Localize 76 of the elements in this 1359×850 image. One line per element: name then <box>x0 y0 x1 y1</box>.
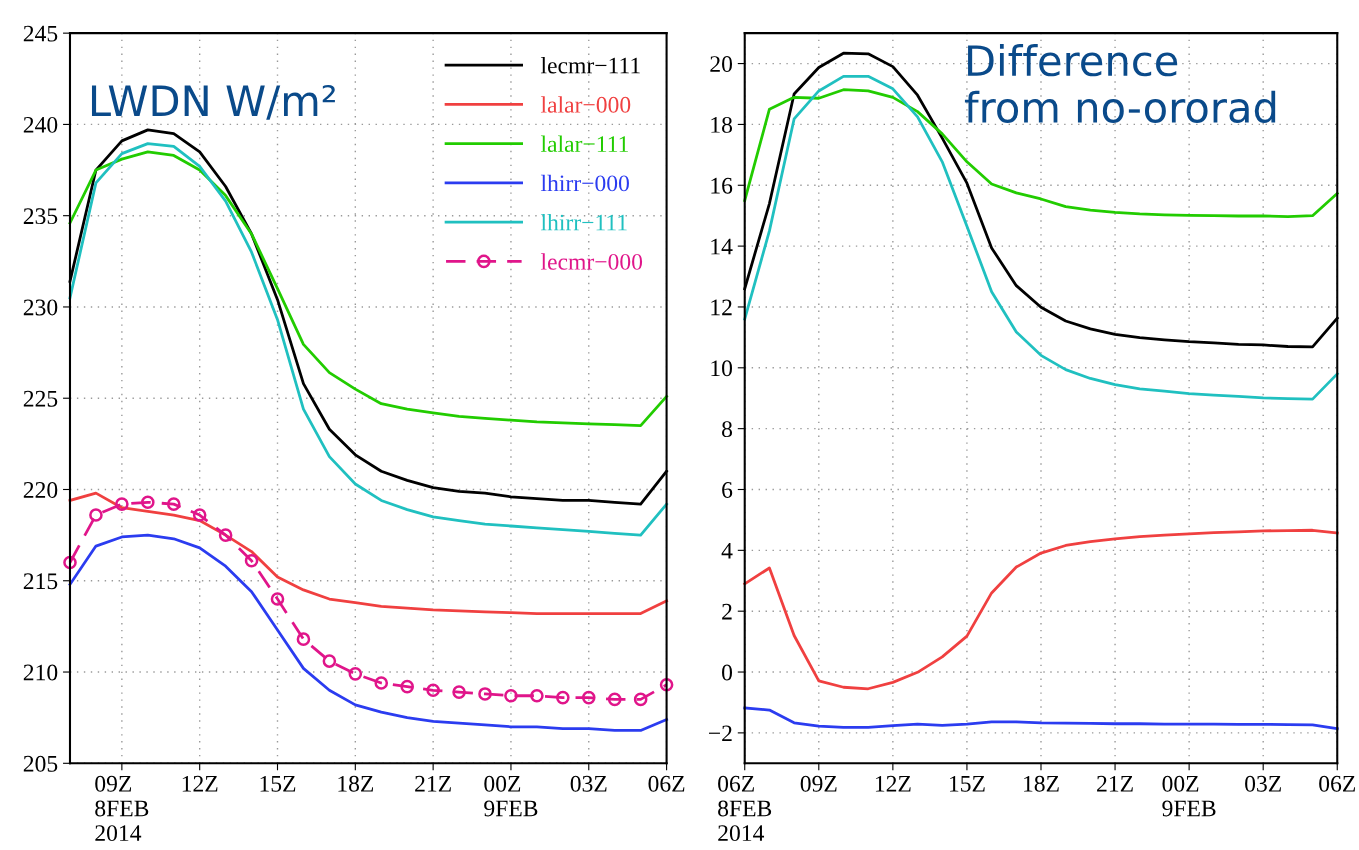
y-tick-label: 205 <box>23 755 58 772</box>
x-tick-label: 21Z <box>415 775 451 792</box>
line-series <box>743 528 1339 691</box>
point <box>166 497 181 511</box>
point <box>89 508 103 522</box>
y-tick-label: 0 <box>722 664 733 681</box>
x-tick-label: 09Z 8FEB 2014 <box>95 775 149 842</box>
y-tick-label: 14 <box>711 238 733 255</box>
x-tick-label: 06Z <box>1319 775 1355 792</box>
x-tick-label: 03Z <box>1245 775 1281 792</box>
x-tick-label: 15Z <box>949 775 985 792</box>
point <box>504 688 518 703</box>
legend-label: lecmr−111 <box>540 56 640 74</box>
line-series <box>68 491 668 616</box>
point <box>244 553 259 568</box>
y-tick-label: 12 <box>711 299 732 316</box>
y-tick-label: 20 <box>710 56 733 72</box>
y-tick-label: 245 <box>23 25 58 42</box>
text: LWDN W/m² <box>91 85 335 120</box>
point <box>141 495 155 510</box>
point <box>270 592 285 606</box>
point <box>607 692 622 707</box>
point <box>452 685 466 699</box>
point <box>348 667 363 681</box>
point <box>322 654 337 668</box>
legend-label: lhirr−111 <box>540 213 627 231</box>
y-tick-label: 18 <box>711 116 733 133</box>
point <box>530 688 544 703</box>
x-tick-label: 09Z <box>800 775 837 792</box>
y-tick-label: −2 <box>708 725 732 742</box>
point <box>218 528 233 542</box>
point <box>296 632 311 646</box>
y-tick-label: 8 <box>722 421 733 438</box>
legend-label: lalar−000 <box>540 96 631 113</box>
point <box>581 690 596 705</box>
text: Difference from no-ororad <box>964 44 1276 124</box>
x-tick-label: 12Z <box>182 775 218 792</box>
x-tick-label: 06Z <box>648 775 685 792</box>
y-tick-label: 210 <box>23 664 58 681</box>
point <box>63 555 77 570</box>
legend-label: lecmr−000 <box>540 253 643 270</box>
point <box>115 497 129 511</box>
point <box>478 687 492 701</box>
x-tick-label: 18Z <box>1024 775 1059 792</box>
y-tick-label: 4 <box>721 542 733 559</box>
y-tick-label: 6 <box>722 482 733 498</box>
point <box>426 683 440 698</box>
x-tick-label: 12Z <box>875 775 911 792</box>
point <box>556 690 570 705</box>
x-tick-label: 18Z <box>338 775 374 792</box>
y-tick-label: 16 <box>711 177 733 194</box>
y-tick-label: 235 <box>23 208 58 225</box>
y-tick-label: 230 <box>23 299 58 316</box>
y-tick-label: 215 <box>23 573 58 590</box>
point <box>192 508 207 522</box>
line-series <box>743 88 1339 218</box>
y-tick-label: 240 <box>23 116 58 133</box>
x-tick-label: 00Z 9FEB <box>1162 775 1216 817</box>
legend-label: lalar−111 <box>540 135 628 153</box>
point <box>374 676 389 690</box>
line-series <box>68 150 668 427</box>
line-series <box>68 533 668 732</box>
x-tick-label: 03Z <box>570 775 607 792</box>
point <box>659 678 674 692</box>
x-tick-label: 06Z 8FEB 2014 <box>718 775 772 842</box>
y-tick-label: 2 <box>722 603 732 620</box>
x-tick-label: 00Z 9FEB <box>484 775 538 817</box>
x-tick-label: 15Z <box>260 775 296 792</box>
line-series <box>743 706 1339 731</box>
legend-label: lhirr−000 <box>540 174 629 192</box>
y-tick-label: 225 <box>23 390 58 407</box>
point <box>400 679 414 694</box>
point <box>633 692 648 707</box>
y-tick-label: 10 <box>711 360 733 377</box>
x-tick-label: 21Z <box>1097 775 1133 792</box>
y-tick-label: 220 <box>23 481 58 498</box>
